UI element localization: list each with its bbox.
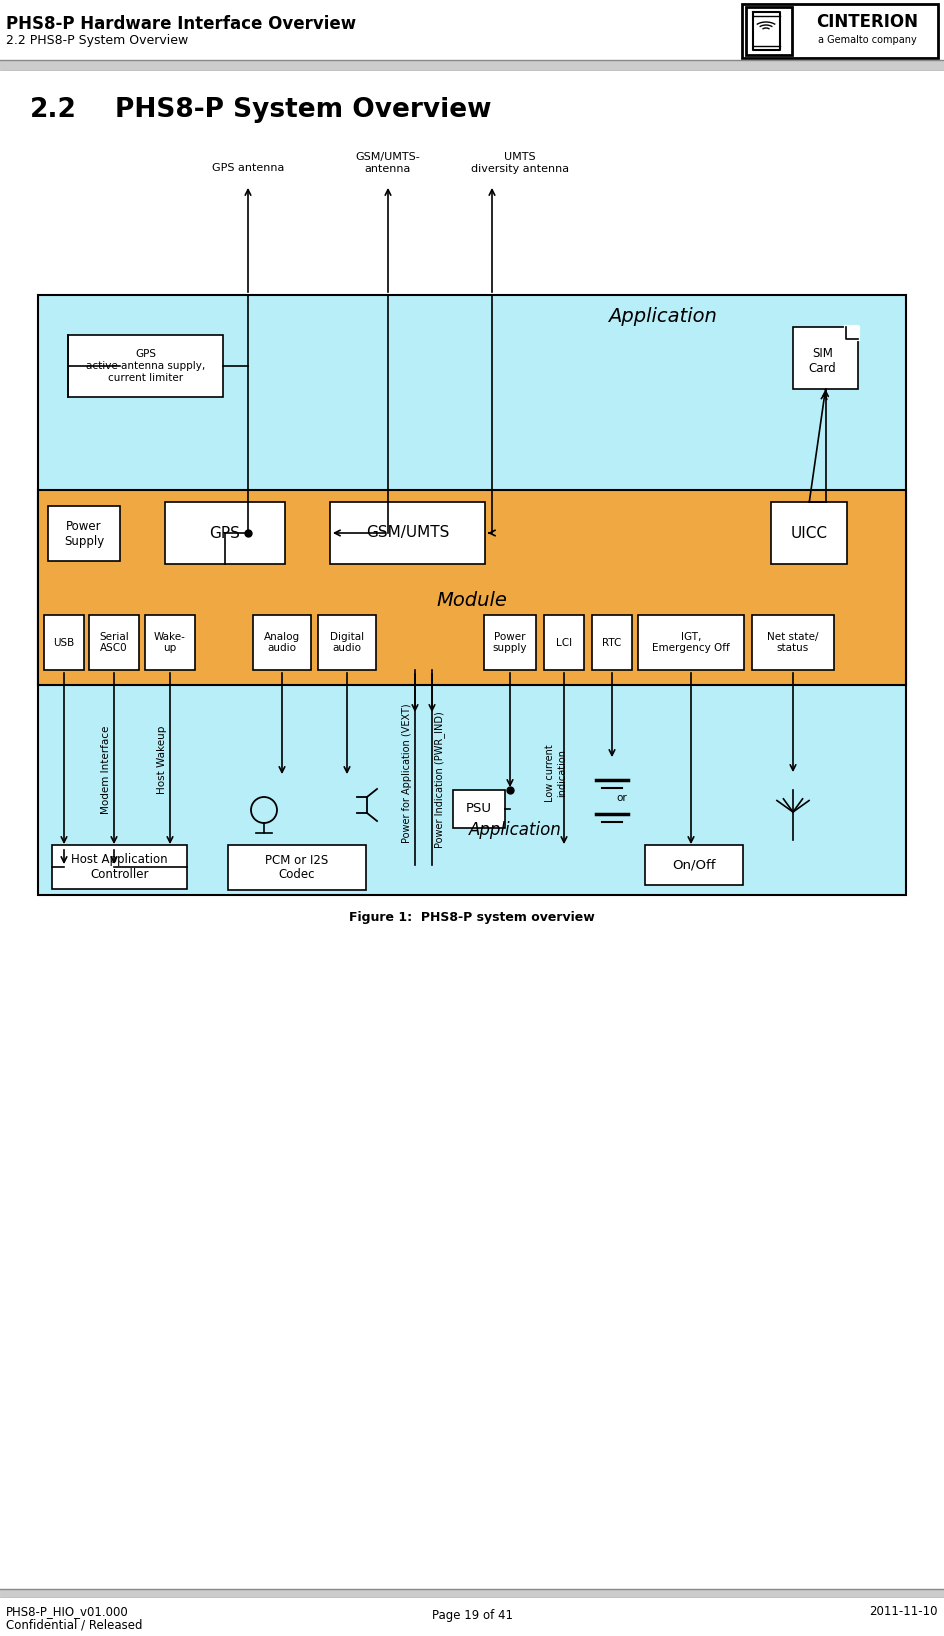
Text: PCM or I2S
Codec: PCM or I2S Codec [265,854,329,882]
Bar [453,790,505,828]
Text: 2011-11-10: 2011-11-10 [869,1605,938,1618]
Bar [48,506,120,561]
Bar [253,615,311,671]
Bar [645,846,743,885]
Text: Low current
indication: Low current indication [546,744,566,802]
Bar [746,7,792,56]
Text: Module: Module [436,591,508,610]
Text: GPS
active antenna supply,
current limiter: GPS active antenna supply, current limit… [86,350,205,383]
Bar [544,615,584,671]
Bar [484,615,536,671]
Bar [793,327,858,389]
Text: Digital
audio: Digital audio [330,631,364,653]
Text: Application: Application [609,308,717,327]
Text: Analog
audio: Analog audio [264,631,300,653]
Text: Wake-
up: Wake- up [154,631,186,653]
Text: RTC: RTC [602,638,622,648]
Text: Application: Application [469,821,562,839]
Bar [318,615,376,671]
Text: On/Off: On/Off [672,859,716,872]
Text: CINTERION: CINTERION [816,13,918,31]
Bar [0,61,944,70]
Text: UICC: UICC [790,525,828,540]
Text: Modem Interface: Modem Interface [101,726,111,815]
Text: IGT,
Emergency Off: IGT, Emergency Off [652,631,730,653]
Bar [38,294,906,895]
Text: PHS8-P Hardware Interface Overview: PHS8-P Hardware Interface Overview [6,15,356,33]
Bar [0,1589,944,1597]
Bar [38,491,906,685]
Text: or: or [616,793,628,803]
Bar [89,615,139,671]
Text: UMTS
diversity antenna: UMTS diversity antenna [471,152,569,173]
Bar [742,3,938,57]
Text: Host Application
Controller: Host Application Controller [71,852,168,882]
Text: LCI: LCI [556,638,572,648]
Text: 2.2 PHS8-P System Overview: 2.2 PHS8-P System Overview [6,34,188,47]
Text: PHS8-P_HIO_v01.000: PHS8-P_HIO_v01.000 [6,1605,128,1618]
Text: Power Indication (PWR_IND): Power Indication (PWR_IND) [434,712,446,849]
Bar [228,846,366,890]
Bar [592,615,632,671]
Bar [52,846,187,888]
Text: Host Wakeup: Host Wakeup [157,726,167,793]
Bar [771,502,847,564]
Bar [638,615,744,671]
Bar [68,335,223,398]
Text: PSU: PSU [466,803,492,815]
Text: GSM/UMTS: GSM/UMTS [366,525,449,540]
Text: Figure 1:  PHS8-P system overview: Figure 1: PHS8-P system overview [349,911,595,923]
Text: USB: USB [54,638,75,648]
Bar [752,615,834,671]
Text: Confidential / Released: Confidential / Released [6,1620,143,1633]
Bar [165,502,285,564]
Text: 2.2: 2.2 [30,97,76,123]
Text: Page 19 of 41: Page 19 of 41 [431,1608,513,1621]
Text: GPS: GPS [210,525,241,540]
Bar [145,615,195,671]
Bar [44,615,84,671]
Text: GPS antenna: GPS antenna [211,164,284,173]
Text: Power for Application (VEXT): Power for Application (VEXT) [402,703,412,843]
Text: Net state/
status: Net state/ status [767,631,818,653]
Text: a Gemalto company: a Gemalto company [818,34,917,46]
Text: PHS8-P System Overview: PHS8-P System Overview [115,97,492,123]
Text: Serial
ASC0: Serial ASC0 [99,631,129,653]
Text: Power
supply: Power supply [493,631,528,653]
Text: SIM
Card: SIM Card [809,347,836,375]
Text: Power
Supply: Power Supply [64,520,104,548]
Text: GSM/UMTS-
antenna: GSM/UMTS- antenna [356,152,420,173]
Bar [330,502,485,564]
